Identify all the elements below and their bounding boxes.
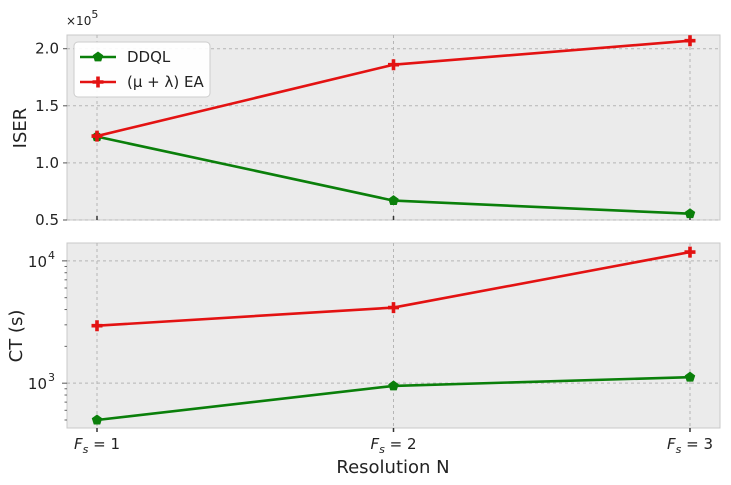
x-tick-subscript: s <box>379 443 385 456</box>
iser-y-tick-label: 0.5 <box>35 211 59 229</box>
iser-point-ea <box>91 130 103 142</box>
legend-entry-ea: (μ + λ) EA <box>80 73 204 91</box>
iser-y-tick-label: 1.0 <box>35 154 59 172</box>
ct-y-axis-label: CT (s) <box>6 310 27 363</box>
iser-point-ddql <box>684 208 696 219</box>
iser-point-ea <box>388 59 399 71</box>
iser-series <box>91 35 696 219</box>
x-tick-symbol: F <box>370 435 379 453</box>
legend-entry-ddql: DDQL <box>80 48 171 66</box>
legend: DDQL (μ + λ) EA <box>73 41 211 98</box>
iser-y-tick-label: 1.5 <box>35 97 59 115</box>
x-axis-label: Resolution N <box>336 457 449 478</box>
ct-point-ddql <box>91 414 103 425</box>
legend-ea-label: (μ + λ) EA <box>127 73 204 91</box>
ct-y-tick-exponent: 4 <box>48 249 55 262</box>
x-tick-value: = 2 <box>385 435 417 453</box>
ct-series <box>91 246 696 425</box>
iser-y-tick-label: 2.0 <box>35 40 59 58</box>
x-tick-label: Fs = 1 <box>74 435 120 456</box>
ct-point-ea <box>91 320 103 332</box>
x-tick-subscript: s <box>676 443 682 456</box>
legend-ddql-label: DDQL <box>127 48 171 66</box>
iser-multiplier-exponent: 5 <box>91 8 98 21</box>
iser-y-multiplier: ×105 <box>66 8 98 28</box>
x-tick-symbol: F <box>667 435 676 453</box>
ct-point-ea <box>684 246 696 258</box>
iser-multiplier-base: ×10 <box>66 14 91 28</box>
ct-y-tick-exponent: 3 <box>48 371 55 384</box>
x-tick-label: Fs = 2 <box>370 435 416 456</box>
x-tick-subscript: s <box>83 443 89 456</box>
x-tick-value: = 3 <box>681 435 713 453</box>
ct-y-tick-label: 10 <box>28 253 47 271</box>
legend-ea-marker <box>92 76 104 88</box>
iser-y-ticks: 0.5 1.0 1.5 2.0 <box>35 40 67 229</box>
ct-point-ddql <box>388 380 399 391</box>
ct-point-ddql <box>684 371 696 382</box>
ct-x-ticks: Fs = 1 Fs = 2 Fs = 3 <box>74 428 713 456</box>
legend-ddql-marker <box>92 51 104 62</box>
ct-point-ea <box>388 302 399 314</box>
iser-point-ddql <box>388 195 399 206</box>
x-tick-symbol: F <box>74 435 83 453</box>
iser-y-axis-label: ISER <box>10 108 31 149</box>
ct-y-tick-label: 10 <box>28 375 47 393</box>
iser-panel: 0.5 1.0 1.5 2.0 ISER ×105 DDQL (μ + λ) EA <box>10 8 721 229</box>
x-tick-value: = 1 <box>88 435 120 453</box>
iser-point-ea <box>684 35 696 47</box>
x-tick-label: Fs = 3 <box>667 435 713 456</box>
